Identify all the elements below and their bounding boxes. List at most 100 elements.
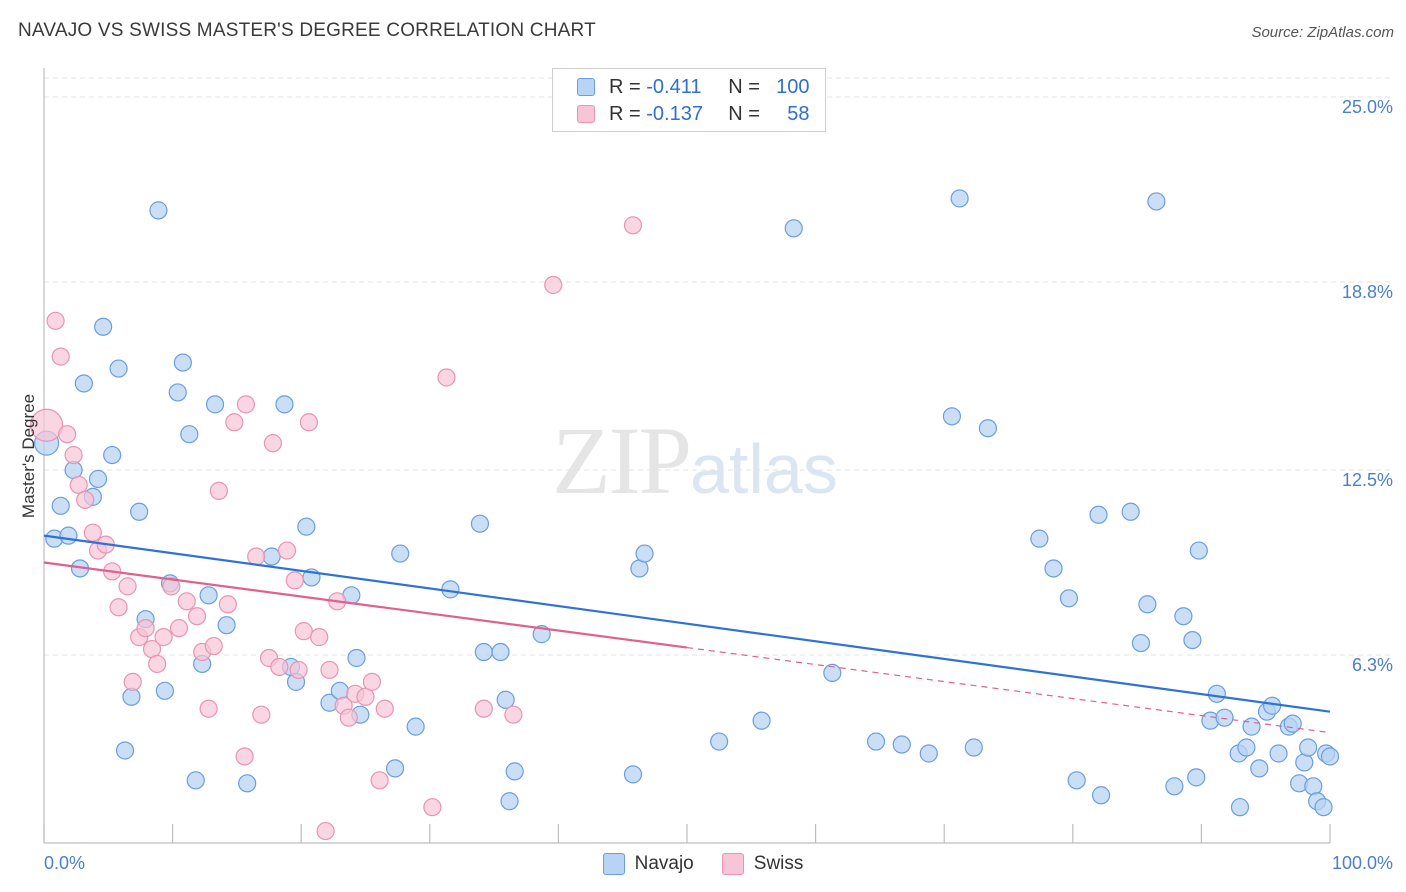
watermark: ZIPatlas [552,405,838,516]
swiss-point [64,445,83,465]
navajo-point [1250,759,1269,778]
navajo-point [474,642,493,662]
swiss-point [285,571,304,590]
navajo-point [1314,798,1333,817]
navajo-point [505,762,524,781]
swiss-point [204,636,223,656]
swiss-point [544,275,563,295]
navajo-point [74,374,93,393]
navajo-point [942,407,962,426]
navajo-point [1207,684,1226,703]
swiss-point [339,708,358,727]
swiss-point [148,654,167,674]
navajo-trend-line [43,534,1331,713]
swiss-point [252,705,271,724]
navajo-point [919,744,938,763]
tick-labels: 6.3% 12.5% 18.8% 25.0% 0.0% 100.0% [44,97,1393,873]
navajo-point [1320,747,1340,766]
y-axis-label: Master's Degree [19,394,38,518]
swiss-point [154,628,173,647]
swiss-point [83,523,102,542]
navajo-point [496,690,515,709]
swiss-legend-swatch [721,853,744,875]
swiss-point [277,541,297,560]
navajo-point [1044,559,1063,578]
swiss-point [162,577,181,596]
swiss-points [29,216,643,841]
trend-lines [43,534,1331,734]
navajo-point [168,383,187,402]
swiss-point [623,216,643,235]
swiss-point [46,311,65,330]
source-label: Source: ZipAtlas.com [1251,24,1394,41]
swiss-point [504,705,523,724]
bottom-legend: Navajo Swiss [0,851,1406,877]
swiss-point [218,595,237,614]
watermark-zip: ZIP [552,407,692,514]
swiss-point [247,547,266,566]
swiss-point [375,699,394,718]
navajo-point [1174,607,1193,626]
navajo-point [1299,738,1318,757]
navajo-point [1237,738,1256,757]
navajo-point [1187,768,1206,787]
navajo-point [1295,753,1314,772]
navajo-point [1304,777,1323,796]
navajo-point [109,359,128,378]
swiss-point [199,699,218,718]
navajo-point [710,732,729,751]
navajo-point [186,771,205,790]
legend-navajo-r-label: R = [609,75,641,98]
grid-lines [44,77,1392,656]
bottom-legend-swiss: Swiss [721,853,804,875]
navajo-point [262,547,281,566]
swiss-trend-line-extension [686,646,1331,734]
navajo-point [623,765,643,784]
swiss-trend-line [43,561,688,649]
swiss-point [76,490,95,509]
navajo-point [59,526,78,545]
navajo-point [1263,696,1282,715]
navajo-point [155,681,174,700]
swiss-point [320,660,339,680]
legend: R = -0.411 N = 100 R = -0.137 N = 58 [552,68,826,132]
swiss-point [263,434,283,453]
bottom-legend-swiss-label: Swiss [753,853,804,874]
navajo-point [385,759,405,778]
navajo-point [1147,192,1166,211]
navajo-point [103,445,122,465]
navajo-point [470,514,490,533]
navajo-point [1138,595,1157,614]
navajo-point [752,711,771,730]
swiss-point [236,395,256,414]
navajo-point [115,741,135,760]
navajo-point [130,502,149,521]
navajo-point [1089,505,1108,524]
navajo-point [1215,708,1234,727]
chart-title: NAVAJO VS SWISS MASTER'S DEGREE CORRELAT… [18,20,596,41]
swiss-point [235,747,254,766]
navajo-points [33,189,1340,817]
navajo-point [149,201,168,220]
swiss-point [362,672,382,691]
navajo-point [978,419,998,438]
y-tick-label: 12.5% [1342,470,1393,490]
swiss-point [109,598,128,617]
navajo-point [866,732,886,751]
swiss-point [58,425,77,444]
navajo-point [1121,502,1140,521]
navajo-point [1183,630,1202,650]
navajo-point [1059,589,1079,608]
navajo-point [173,353,192,372]
legend-navajo-r-value: -0.411 [646,75,702,98]
navajo-point [1189,541,1208,560]
y-tick-label: 18.8% [1342,282,1393,302]
navajo-point [491,642,510,662]
swiss-point [294,622,313,641]
navajo-point [51,496,70,515]
swiss-point [310,628,329,647]
swiss-point [370,771,389,790]
swiss-point [136,619,155,638]
navajo-point [1030,529,1049,548]
navajo-point [330,681,349,700]
